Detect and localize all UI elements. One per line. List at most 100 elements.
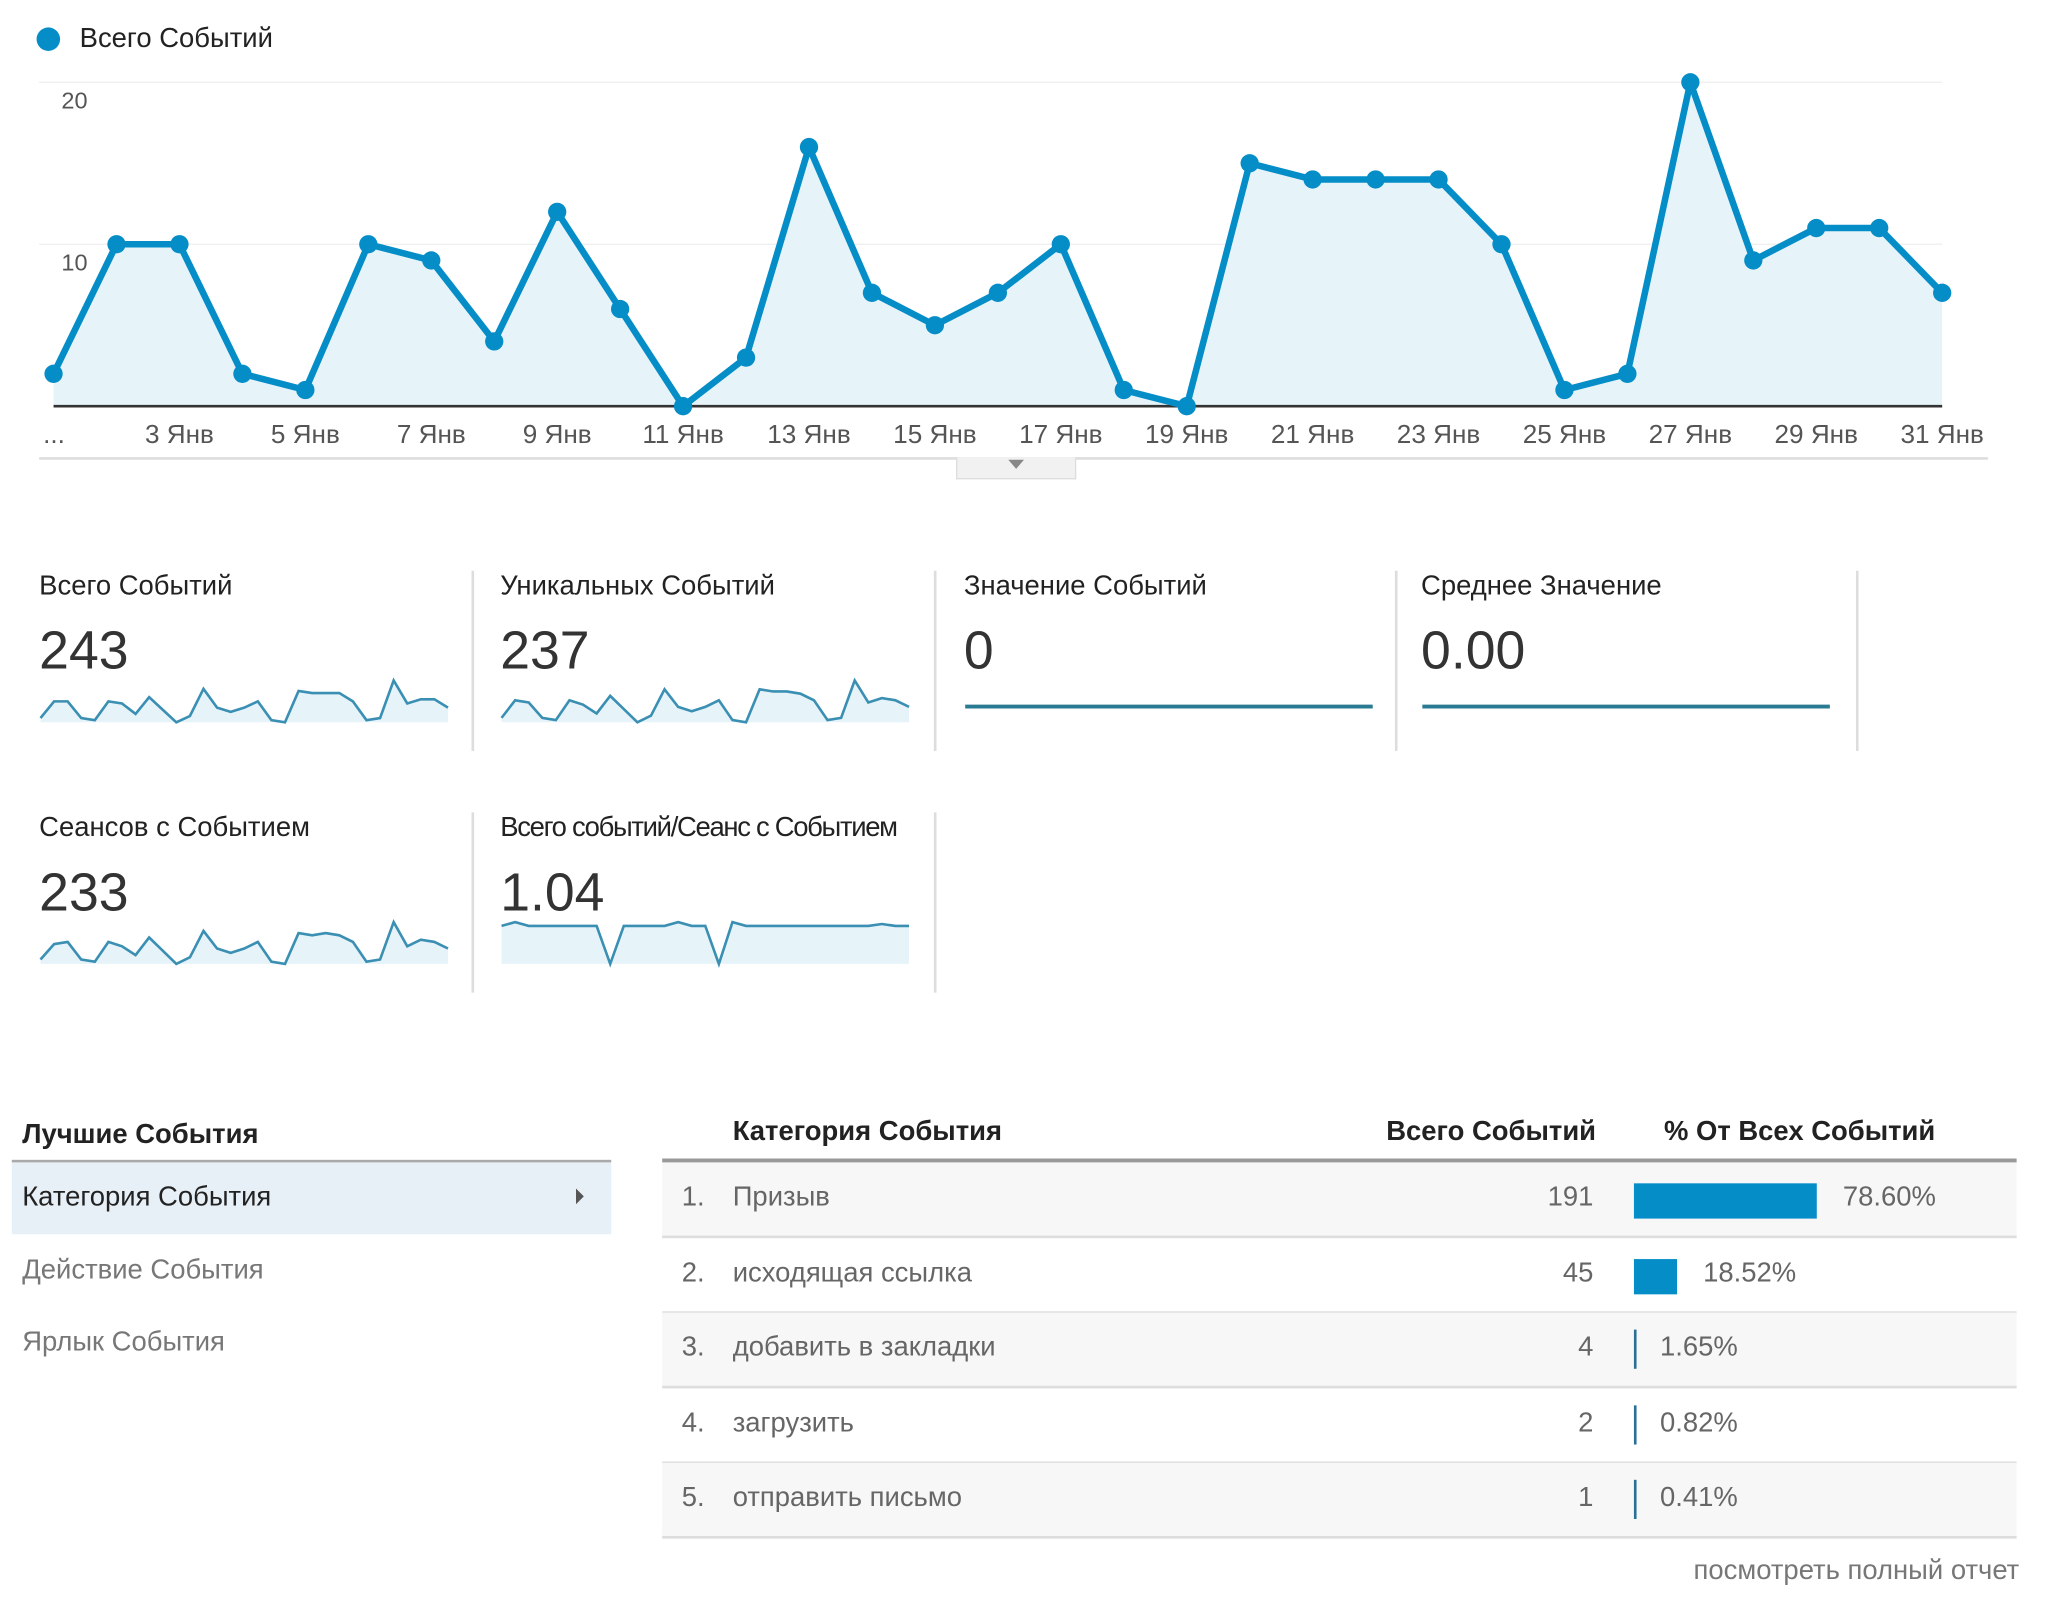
row-percent: 78.60% [1842,1182,1936,1213]
data-point[interactable] [673,397,693,416]
data-point[interactable] [1429,170,1448,189]
row-total: 45 [1562,1257,1594,1288]
data-point[interactable] [170,235,189,254]
sparkline-line [501,920,910,968]
column-header-total[interactable]: Всего Событий [1386,1116,1597,1147]
data-point[interactable] [548,202,567,221]
data-point[interactable] [1177,397,1196,416]
sparkline-fill [501,922,910,964]
x-tick-label: 19 Янв [1145,419,1228,449]
row-category-link[interactable]: Призыв [732,1182,830,1213]
row-category-link[interactable]: отправить письмо [732,1482,962,1513]
row-total: 2 [1578,1407,1594,1438]
sparkline-fill [501,680,910,723]
table-row[interactable]: 2. исходящая ссылка 45 18.52% [662,1238,2017,1314]
table-row[interactable]: 4. загрузить 2 0.82% [662,1388,2017,1464]
metric-title: Всего Событий [39,570,233,601]
data-point[interactable] [1744,251,1763,270]
x-tick-label: 5 Янв [271,419,340,449]
data-point[interactable] [736,348,756,367]
data-point[interactable] [1807,218,1826,238]
metric-total-events[interactable]: Всего Событий 243 [39,571,483,754]
data-point[interactable] [1870,218,1889,238]
data-point[interactable] [359,235,378,254]
metric-value: 1.04 [500,862,605,923]
metric-value: 0.00 [1421,620,1526,681]
nav-item-event-label[interactable]: Ярлык События [22,1326,225,1358]
data-point[interactable] [422,251,441,270]
sparkline [1422,704,1830,709]
chart-collapse-toggle[interactable] [956,457,1077,480]
metric-unique-events[interactable]: Уникальных Событий 237 [500,571,944,754]
x-tick-label: 21 Янв [1271,419,1354,449]
data-point[interactable] [296,380,315,400]
row-total: 1 [1578,1482,1594,1513]
table-row[interactable]: 3. добавить в закладки 4 1.65% [662,1312,2017,1389]
x-tick-label: 15 Янв [893,419,976,449]
percent-bar [1633,1479,1637,1519]
metric-event-value[interactable]: Значение Событий 0 [964,571,1408,754]
metric-sessions-with-event[interactable]: Сеансов с Событием 233 [39,812,483,995]
x-tick-label: 7 Янв [397,419,466,449]
x-tick-label: ... [43,419,65,449]
data-point[interactable] [1366,170,1385,189]
data-point[interactable] [233,364,252,383]
data-point[interactable] [925,316,945,335]
table-row[interactable]: 5. отправить письмо 1 0.41% [662,1462,2017,1539]
row-rank: 3. [681,1332,705,1363]
row-percent: 18.52% [1703,1257,1797,1288]
sparkline [39,677,449,724]
row-category-link[interactable]: добавить в закладки [732,1332,996,1363]
data-point[interactable] [1051,235,1070,254]
data-point[interactable] [1303,170,1322,189]
metric-avg-value[interactable]: Среднее Значение 0.00 [1421,571,1865,754]
data-point[interactable] [1114,380,1133,400]
x-tick-label: 29 Янв [1775,419,1858,449]
data-point[interactable] [1933,283,1952,302]
row-percent: 1.65% [1660,1332,1738,1363]
metric-events-per-session[interactable]: Всего событий/Сеанс с Событием 1.04 [500,812,944,995]
column-header-percent[interactable]: % От Всех Событий [1663,1116,1936,1147]
data-point[interactable] [485,332,504,351]
data-point[interactable] [799,137,819,157]
data-point[interactable] [1618,364,1637,383]
x-tick-label: 31 Янв [1900,419,1983,449]
row-category-link[interactable]: загрузить [732,1407,854,1438]
row-total: 191 [1547,1182,1594,1213]
data-point[interactable] [862,283,882,302]
data-point[interactable] [1240,154,1259,173]
sparkline [39,918,449,966]
divider [1855,570,1859,752]
row-total: 4 [1578,1332,1594,1363]
table-row[interactable]: 1. Призыв 191 78.60% [662,1162,2017,1239]
x-tick-label: 3 Янв [145,419,214,449]
nav-item-event-action[interactable]: Действие События [22,1255,264,1286]
sparkline-fill [40,680,448,723]
data-point[interactable] [44,364,63,383]
x-tick-label: 9 Янв [523,419,592,449]
x-tick-label: 25 Янв [1523,419,1606,449]
data-point[interactable] [1492,235,1511,254]
full-report-link[interactable]: посмотреть полный отчет [1693,1555,2020,1586]
data-point[interactable] [988,283,1008,302]
percent-bar [1633,1258,1678,1294]
divider [471,812,475,993]
nav-item-event-category[interactable]: Категория События [11,1162,612,1235]
row-category-link[interactable]: исходящая ссылка [732,1257,972,1288]
data-point[interactable] [610,299,630,319]
line-chart[interactable]: 10 20... 3 Янв 5 Янв 7 Янв 9 Янв 11 Янв 13 Янв 1… [0,52,2048,457]
data-point[interactable] [107,235,126,254]
data-point[interactable] [1555,380,1574,400]
column-header-category[interactable]: Категория События [732,1116,1003,1147]
divider [662,1158,2017,1163]
metric-title: Среднее Значение [1421,570,1662,601]
sparkline [501,920,910,968]
legend-label: Всего Событий [79,23,273,54]
y-tick-label: 20 [61,87,87,113]
metric-value: 233 [39,862,129,923]
data-point[interactable] [1681,73,1700,92]
area-fill [53,82,1943,407]
metric-value: 237 [500,620,590,681]
metric-title: Уникальных Событий [500,570,775,601]
